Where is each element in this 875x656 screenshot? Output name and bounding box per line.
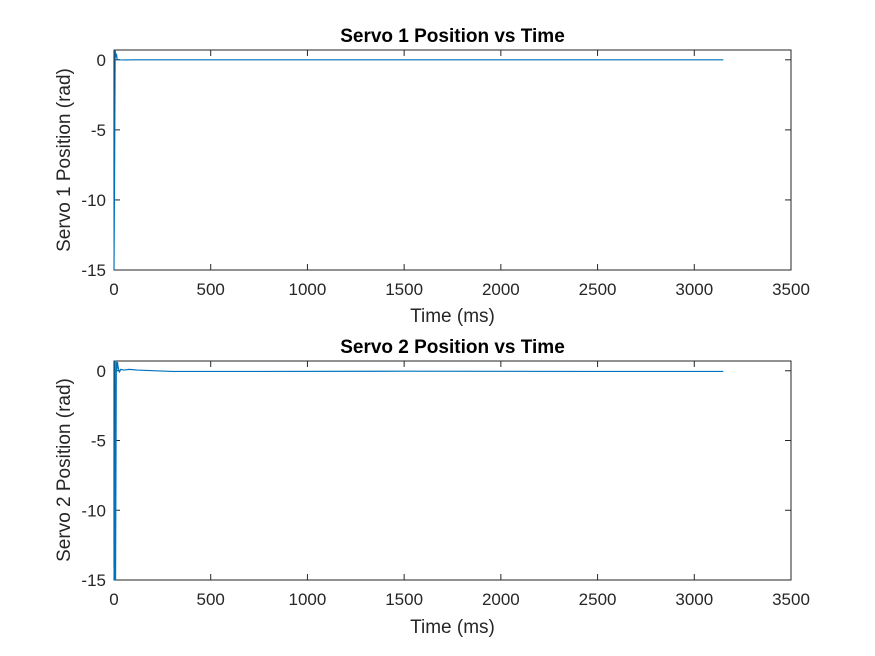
subplot-1: Servo 1 Position vs Time 0 500 1000 1500 200… — [54, 26, 810, 327]
y-axis-label-1: Servo 1 Position (rad) — [54, 68, 75, 252]
y-tick-label: -5 — [91, 432, 106, 451]
y-tick-label: -15 — [81, 571, 106, 590]
x-axis-label-1: Time (ms) — [410, 306, 495, 327]
y-tick-label: 0 — [97, 51, 106, 70]
x-tick-label: 3500 — [772, 590, 810, 609]
x-tick-label: 1000 — [289, 590, 327, 609]
x-tick-label: 1500 — [385, 280, 423, 299]
y-axis-1: 0 -5 -10 -15 — [81, 51, 791, 280]
chart-title-1: Servo 1 Position vs Time — [340, 26, 565, 47]
x-axis-1: 0 500 1000 1500 2000 2500 3000 3500 — [109, 50, 810, 299]
x-axis-label-2: Time (ms) — [410, 617, 495, 638]
x-tick-label: 0 — [109, 590, 118, 609]
x-tick-label: 1000 — [289, 280, 327, 299]
y-axis-label-2: Servo 2 Position (rad) — [54, 378, 75, 562]
x-tick-label: 0 — [109, 280, 118, 299]
x-axis-2: 0 500 1000 1500 2000 2500 3000 3500 — [109, 361, 810, 609]
y-tick-label: -5 — [91, 121, 106, 140]
series-line-servo-2 — [113, 360, 724, 581]
subplot-2: Servo 2 Position vs Time 0 500 1000 1500 200… — [54, 337, 810, 638]
x-tick-label: 2500 — [579, 590, 617, 609]
x-tick-label: 3000 — [675, 590, 713, 609]
chart-title-2: Servo 2 Position vs Time — [340, 337, 565, 358]
y-tick-label: -10 — [81, 191, 106, 210]
y-tick-label: 0 — [97, 362, 106, 381]
x-tick-label: 3500 — [772, 280, 810, 299]
x-tick-label: 500 — [197, 280, 225, 299]
x-tick-label: 2000 — [482, 280, 520, 299]
series-line-servo-1 — [113, 49, 724, 271]
plot-area-2 — [113, 360, 792, 581]
plot-area-1 — [113, 49, 792, 271]
x-tick-label: 2000 — [482, 590, 520, 609]
y-tick-label: -10 — [81, 501, 106, 520]
x-tick-label: 2500 — [579, 280, 617, 299]
x-tick-label: 500 — [197, 590, 225, 609]
x-tick-label: 1500 — [385, 590, 423, 609]
x-tick-label: 3000 — [675, 280, 713, 299]
y-tick-label: -15 — [81, 261, 106, 280]
y-axis-2: 0 -5 -10 -15 — [81, 362, 791, 590]
